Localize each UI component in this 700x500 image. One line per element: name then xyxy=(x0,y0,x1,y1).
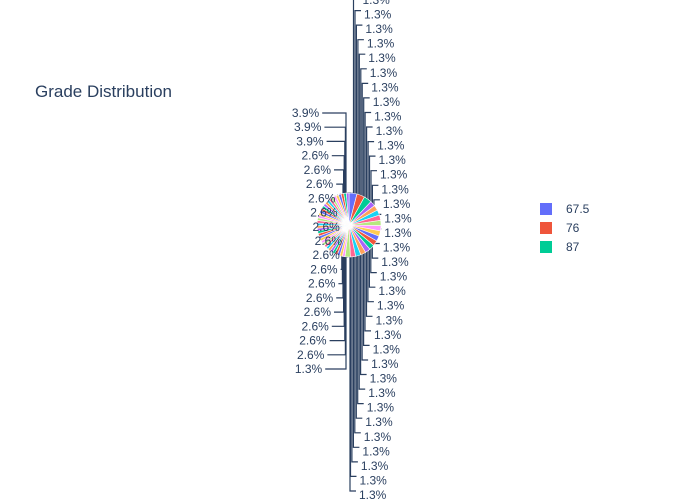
slice-percent-label: 1.3% xyxy=(384,226,412,240)
slice-percent-label: 1.3% xyxy=(368,386,396,400)
slice-percent-label: 1.3% xyxy=(371,80,399,94)
slice-percent-label: 1.3% xyxy=(379,153,407,167)
slice-percent-label: 1.3% xyxy=(362,444,390,458)
legend-label: 67.5 xyxy=(566,202,590,216)
legend-swatch xyxy=(540,222,552,234)
slice-percent-label: 1.3% xyxy=(361,459,389,473)
slice-percent-label: 1.3% xyxy=(383,197,411,211)
pie-slices xyxy=(316,192,382,258)
slice-percent-label: 2.6% xyxy=(315,234,343,248)
slice-percent-label: 1.3% xyxy=(374,110,402,124)
slice-percent-label: 2.6% xyxy=(304,163,332,177)
slice-percent-label: 1.3% xyxy=(381,182,409,196)
slice-percent-label: 2.6% xyxy=(301,319,329,333)
slice-percent-label: 1.3% xyxy=(359,488,387,500)
slice-percent-label: 1.3% xyxy=(376,313,404,327)
slice-percent-label: 2.6% xyxy=(308,191,336,205)
slice-percent-label: 1.3% xyxy=(373,342,401,356)
slice-percent-label: 2.6% xyxy=(310,206,338,220)
slice-percent-label: 1.3% xyxy=(378,284,406,298)
slice-percent-label: 1.3% xyxy=(376,124,404,138)
slice-percent-label: 3.9% xyxy=(292,106,320,120)
legend-label: 76 xyxy=(566,221,580,235)
slice-percent-label: 2.6% xyxy=(308,277,336,291)
legend-swatch xyxy=(540,203,552,215)
legend: 67.5 76 87 xyxy=(540,202,590,254)
slice-percent-label: 1.3% xyxy=(380,270,408,284)
slice-percent-label: 1.3% xyxy=(364,430,392,444)
slice-percent-label: 2.6% xyxy=(306,291,334,305)
slice-percent-label: 1.3% xyxy=(381,255,409,269)
slice-percent-label: 2.6% xyxy=(304,305,332,319)
slice-percent-label: 1.3% xyxy=(380,168,408,182)
slice-percent-label: 1.3% xyxy=(373,95,401,109)
slice-percent-label: 1.3% xyxy=(368,51,396,65)
slice-percent-label: 1.3% xyxy=(360,473,388,487)
chart-title: Grade Distribution xyxy=(35,82,172,101)
slice-percent-label: 2.6% xyxy=(301,149,329,163)
slice-percent-label: 2.6% xyxy=(312,248,340,262)
slice-labels: 3.9%3.9%3.9%2.6%2.6%2.6%2.6%2.6%2.6%2.6%… xyxy=(292,0,412,500)
slice-percent-label: 1.3% xyxy=(364,8,392,22)
slice-percent-label: 1.3% xyxy=(370,372,398,386)
slice-percent-label: 1.3% xyxy=(367,37,395,51)
slice-percent-label: 1.3% xyxy=(363,0,391,7)
slice-percent-label: 1.3% xyxy=(374,328,402,342)
slice-percent-label: 2.6% xyxy=(297,348,325,362)
slice-percent-label: 1.3% xyxy=(377,139,405,153)
slice-percent-label: 2.6% xyxy=(312,220,340,234)
slice-percent-label: 2.6% xyxy=(306,177,334,191)
legend-label: 87 xyxy=(566,240,580,254)
slice-percent-label: 1.3% xyxy=(377,299,405,313)
slice-percent-label: 1.3% xyxy=(370,66,398,80)
slice-percent-label: 2.6% xyxy=(310,262,338,276)
slice-percent-label: 1.3% xyxy=(365,415,393,429)
pie-slice xyxy=(345,192,350,226)
slice-percent-label: 1.3% xyxy=(367,401,395,415)
slice-percent-label: 3.9% xyxy=(296,134,324,148)
slice-percent-label: 3.9% xyxy=(294,120,322,134)
slice-percent-label: 1.3% xyxy=(365,22,393,36)
slice-percent-label: 1.3% xyxy=(384,211,412,225)
slice-percent-label: 1.3% xyxy=(295,362,323,376)
slice-percent-label: 1.3% xyxy=(371,357,399,371)
slice-percent-label: 2.6% xyxy=(299,334,327,348)
slice-percent-label: 1.3% xyxy=(383,241,411,255)
legend-swatch xyxy=(540,241,552,253)
